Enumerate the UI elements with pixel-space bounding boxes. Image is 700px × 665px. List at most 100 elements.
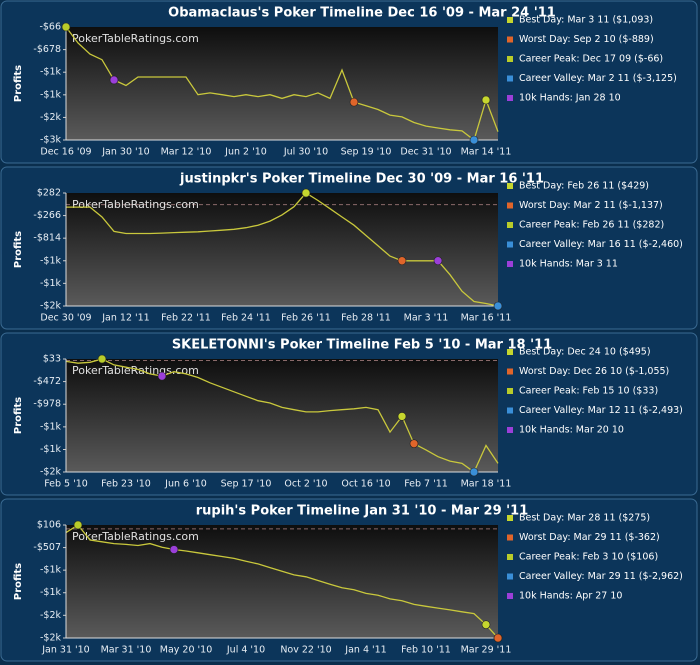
y-tick-label: -$1k: [40, 89, 62, 100]
x-tick-label: Feb 28 '11: [341, 313, 391, 324]
x-tick-label: Oct 2 '10: [284, 479, 327, 490]
x-tick-label: Nov 22 '10: [280, 645, 331, 656]
event-marker: [469, 467, 479, 477]
x-tick-label: Feb 5 '10: [44, 479, 88, 490]
y-tick-label: -$266: [33, 210, 61, 221]
watermark: PokerTableRatings.com: [72, 32, 199, 45]
legend-entry: Career Peak: Feb 3 10 ($106): [519, 552, 658, 563]
event-marker: [349, 97, 359, 107]
event-marker: [469, 135, 479, 145]
y-axis-label: Profits: [13, 231, 24, 268]
legend-swatch: [507, 95, 513, 101]
event-marker: [73, 520, 83, 530]
x-tick-label: Jan 12 '11: [101, 313, 149, 324]
y-tick-label: -$1k: [40, 255, 62, 266]
legend-swatch: [507, 368, 513, 375]
x-tick-label: Mar 18 '11: [461, 479, 512, 490]
x-tick-label: Jan 30 '10: [101, 147, 149, 158]
x-tick-label: Dec 30 '09: [40, 313, 91, 324]
y-tick-label: -$3k: [40, 135, 62, 146]
y-tick-label: -$1k: [40, 587, 62, 598]
y-axis-label: Profits: [13, 397, 24, 434]
y-tick-label: -$678: [33, 44, 61, 55]
x-tick-label: Oct 16 '10: [341, 479, 390, 490]
y-tick-label: -$2k: [40, 301, 62, 312]
plot-area: [66, 525, 498, 638]
legend-entry: Career Peak: Dec 17 09 ($-66): [519, 54, 663, 65]
y-tick-label: -$978: [33, 399, 61, 410]
legend-entry: Best Day: Mar 28 11 ($275): [519, 513, 650, 524]
legend-entry: Career Valley: Mar 29 11 ($-2,962): [519, 571, 683, 582]
x-tick-label: Dec 31 '10: [400, 147, 451, 158]
event-marker: [481, 95, 491, 105]
x-tick-label: Feb 24 '11: [221, 313, 271, 324]
legend-swatch: [507, 407, 513, 414]
x-tick-label: Jun 6 '10: [164, 479, 207, 490]
event-marker: [493, 633, 503, 643]
y-tick-label: -$2k: [40, 467, 62, 478]
legend-swatch: [507, 554, 513, 560]
y-axis-label: Profits: [13, 563, 24, 600]
y-tick-label: -$1k: [40, 67, 62, 78]
timeline-panel: Obamaclaus's Poker Timeline Dec 16 '09 -…: [0, 0, 698, 164]
watermark: PokerTableRatings.com: [72, 530, 199, 543]
event-marker: [109, 75, 119, 85]
legend-entry: Worst Day: Dec 26 10 ($-1,055): [519, 366, 669, 377]
x-tick-label: Feb 7 '11: [404, 479, 448, 490]
profit-line: [65, 358, 499, 473]
timeline-panel: rupih's Poker Timeline Jan 31 '10 - Mar …: [0, 498, 698, 662]
legend-entry: Worst Day: Mar 29 11 ($-362): [519, 532, 660, 543]
event-marker: [397, 256, 407, 266]
legend-entry: Career Valley: Mar 16 11 ($-2,460): [519, 239, 683, 250]
y-tick-label: -$1k: [40, 278, 62, 289]
event-marker: [157, 371, 167, 381]
y-axis-label: Profits: [13, 65, 24, 102]
plot-area: [66, 193, 498, 306]
event-marker: [397, 412, 407, 421]
legend-swatch: [507, 56, 513, 62]
watermark: PokerTableRatings.com: [72, 364, 199, 377]
legend-entry: Best Day: Feb 26 11 ($429): [519, 181, 649, 192]
legend-entry: 10k Hands: Mar 3 11: [519, 259, 618, 270]
x-tick-label: Dec 16 '09: [40, 147, 91, 158]
y-tick-label: -$1k: [40, 565, 62, 576]
y-tick-label: -$2k: [40, 610, 62, 621]
event-marker: [433, 256, 443, 266]
x-tick-label: Mar 3 '11: [404, 313, 449, 324]
legend-swatch: [507, 241, 513, 248]
watermark: PokerTableRatings.com: [72, 198, 199, 211]
legend-entry: Career Valley: Mar 2 11 ($-3,125): [519, 73, 677, 84]
legend-entry: Worst Day: Mar 2 11 ($-1,137): [519, 200, 663, 211]
y-tick-label: -$2k: [40, 633, 62, 644]
legend-swatch: [507, 534, 513, 541]
event-marker: [61, 22, 71, 32]
legend-entry: Best Day: Mar 3 11 ($1,093): [519, 15, 653, 26]
x-tick-label: Mar 16 '11: [461, 313, 512, 324]
y-tick-label: -$1k: [40, 444, 62, 455]
y-tick-label: -$472: [33, 376, 61, 387]
event-marker: [301, 188, 311, 198]
panel-title: justinpkr's Poker Timeline Dec 30 '09 - …: [179, 172, 544, 187]
legend-swatch: [507, 261, 513, 267]
x-tick-label: May 20 '10: [160, 645, 212, 656]
legend-swatch: [507, 36, 513, 43]
y-tick-label: -$66: [39, 22, 61, 33]
x-tick-label: Mar 12 '10: [161, 147, 212, 158]
profit-line: [65, 26, 499, 142]
plot-area: [66, 359, 498, 472]
legend-entry: Worst Day: Sep 2 10 ($-889): [519, 34, 654, 45]
legend-swatch: [507, 222, 513, 228]
timeline-panel: justinpkr's Poker Timeline Dec 30 '09 - …: [0, 166, 698, 330]
event-marker: [409, 439, 419, 448]
y-tick-label: -$2k: [40, 112, 62, 123]
panel-title: Obamaclaus's Poker Timeline Dec 16 '09 -…: [168, 6, 556, 21]
legend-swatch: [507, 573, 513, 580]
x-tick-label: Jan 4 '11: [344, 645, 386, 656]
y-tick-label: $282: [37, 188, 61, 199]
timeline-panel: SKELETONNI's Poker Timeline Feb 5 '10 - …: [0, 332, 698, 496]
x-tick-label: Feb 10 '11: [401, 645, 451, 656]
legend-entry: Career Peak: Feb 15 10 ($33): [519, 386, 658, 397]
x-tick-label: Feb 22 '11: [161, 313, 211, 324]
event-marker: [97, 354, 107, 364]
